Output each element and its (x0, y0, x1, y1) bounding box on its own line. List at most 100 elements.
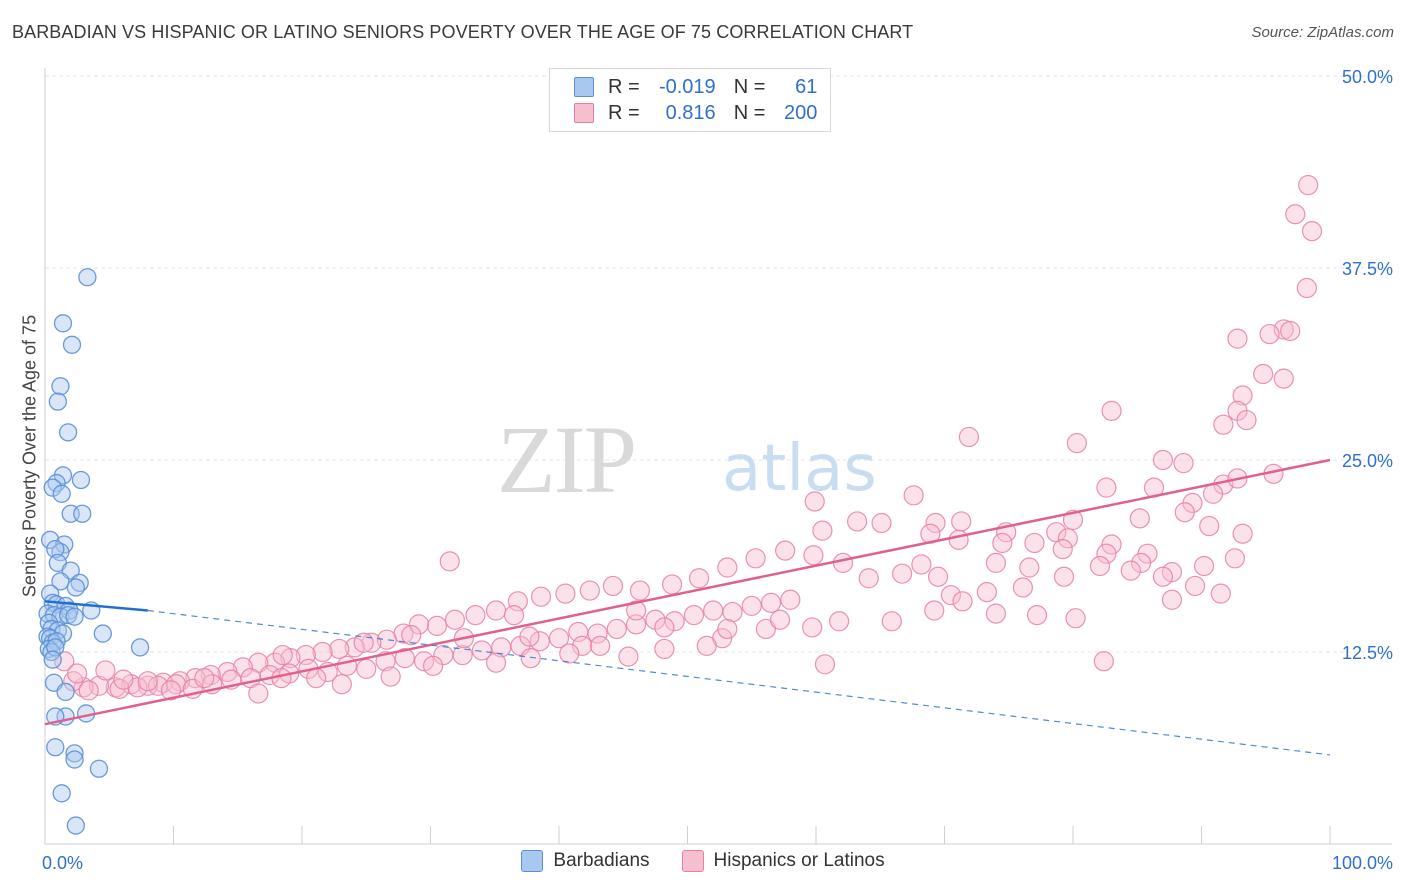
barbadian-point (53, 314, 73, 333)
hispanic-point (891, 563, 913, 584)
hispanic-point (1232, 385, 1253, 406)
barbadian-point (47, 632, 66, 651)
hispanic-point (1129, 508, 1150, 529)
hispanic-point (1296, 277, 1317, 299)
legend-swatch-barbadians (521, 850, 544, 872)
legend-r-label: R = (608, 75, 640, 98)
hispanic-point (426, 615, 448, 636)
barbadian-point (51, 543, 70, 562)
legend-n-label: N = (733, 101, 766, 124)
hispanic-point (1019, 557, 1040, 578)
hispanic-point (664, 611, 685, 632)
hispanic-point (1096, 477, 1117, 498)
hispanic-point (1152, 566, 1174, 587)
hispanic-point (924, 600, 945, 621)
hispanic-point (1213, 414, 1234, 435)
hispanic-point (471, 640, 492, 661)
hispanic-point (1093, 651, 1114, 672)
hispanic-point (927, 566, 949, 587)
hispanic-point (1120, 560, 1141, 581)
hispanic-point (804, 491, 825, 512)
hispanic-point (847, 511, 868, 532)
hispanic-point (812, 520, 833, 541)
hispanic-point (375, 651, 396, 672)
legend-r-value: 0.816 (665, 101, 716, 124)
hispanic-point (703, 600, 724, 621)
hispanic-point (688, 568, 710, 589)
hispanic-point (1298, 174, 1319, 196)
hispanic-point (329, 638, 350, 660)
hispanic-point (780, 589, 801, 610)
hispanic-point (331, 674, 352, 695)
hispanic-point (1161, 562, 1183, 583)
hispanic-point (160, 680, 182, 701)
hispanic-point (1101, 400, 1122, 421)
chart-title: BARBADIAN VS HISPANIC OR LATINO SENIORS … (12, 22, 914, 42)
hispanic-point (408, 614, 430, 635)
hispanic-point (1152, 449, 1174, 471)
hispanic-point (137, 675, 158, 696)
hispanic-point (881, 611, 902, 632)
hispanic-point (1184, 575, 1206, 597)
barbadian-point (43, 650, 62, 669)
hispanic-point (722, 601, 743, 623)
legend-swatch-barbadian (574, 77, 594, 97)
hispanic-point (1236, 409, 1257, 431)
hispanic-point (717, 618, 738, 640)
legend-swatch-hispanics (681, 850, 704, 872)
hispanic-point (306, 668, 327, 689)
legend-row-barbadian: R = -0.019 N = 61 (574, 75, 817, 99)
hispanic-point (548, 628, 570, 649)
hispanic-point (985, 603, 1007, 624)
hispanic-point (1202, 483, 1224, 504)
hispanic-point (1057, 528, 1078, 549)
hispanic-point (1173, 452, 1194, 474)
hispanic-point (940, 585, 962, 606)
hispanic-trend-line (44, 458, 1331, 726)
hispanic-point (380, 666, 401, 687)
hispanic-point (1227, 328, 1248, 349)
hispanic-point (67, 663, 88, 684)
hispanic-point (1273, 368, 1294, 389)
hispanic-point (803, 545, 824, 566)
legend-n-value: 61 (795, 75, 818, 98)
hispanic-point (530, 586, 552, 607)
hispanic-point (925, 512, 946, 534)
hispanic-point (232, 657, 253, 678)
hispanic-point (361, 632, 382, 653)
hispanic-point (1065, 608, 1086, 629)
barbadian-point (43, 478, 62, 497)
y-tick-label: 50.0% (1342, 67, 1393, 87)
hispanic-point (775, 540, 796, 561)
barbadian-point (66, 816, 85, 835)
hispanic-point (625, 614, 647, 635)
barbadian-point (130, 638, 150, 657)
hispanic-point (769, 609, 791, 630)
hispanic-point (814, 654, 836, 675)
hispanic-point (696, 635, 717, 656)
barbadian-point (48, 392, 67, 411)
legend-item-hispanics: Hispanics or Latinos (681, 850, 885, 872)
hispanic-point (1280, 320, 1301, 342)
watermark: ZIP atlas (497, 406, 877, 513)
hispanic-point (344, 637, 365, 658)
y-axis-title: Seniors Poverty Over the Age of 75 (19, 314, 40, 598)
y-tick-label: 25.0% (1342, 451, 1393, 471)
barbadian-point (58, 423, 78, 442)
hispanic-point (1259, 323, 1280, 345)
hispanic-point (485, 652, 507, 673)
barbadian-point (65, 607, 84, 626)
barbadian-point (93, 624, 112, 643)
hispanic-point (618, 646, 639, 667)
barbadian-point (39, 639, 59, 659)
hispanic-point (829, 611, 850, 632)
hispanic-point (1193, 555, 1215, 577)
legend-r-label: R = (608, 101, 640, 124)
hispanic-point (555, 583, 576, 604)
hispanic-point (88, 675, 110, 696)
hispanic-point (587, 623, 608, 644)
hispanic-point (992, 532, 1013, 554)
barbadian-point (78, 268, 97, 287)
barbadian-trend-line (44, 600, 148, 612)
